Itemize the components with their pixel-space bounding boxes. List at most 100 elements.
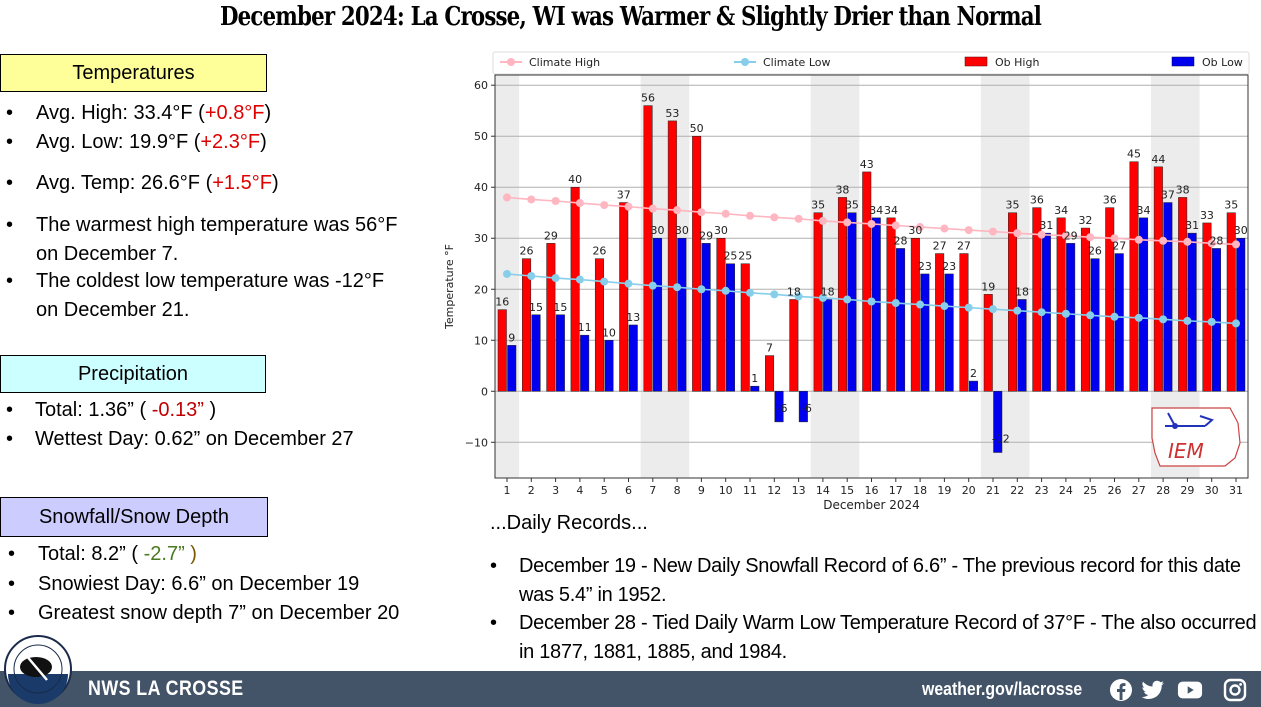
ob-high-data-label: 56	[641, 92, 655, 105]
climate-low-point	[1037, 308, 1046, 317]
twitter-icon[interactable]	[1140, 678, 1166, 702]
climate-low-point	[1183, 316, 1192, 325]
climate-high-point	[600, 201, 609, 210]
weather-vane-icon	[1167, 412, 1214, 427]
y-tick-label: 50	[474, 130, 488, 143]
ob-high-data-label: 38	[835, 183, 849, 196]
x-tick-label: 13	[792, 484, 806, 497]
bullet-icon: •	[6, 399, 14, 421]
x-tick-label: 5	[601, 484, 608, 497]
climate-low-point	[1232, 319, 1240, 328]
ob-high-bar	[1008, 212, 1018, 392]
bullet-icon: •	[8, 602, 16, 624]
ob-high-data-label: 18	[787, 285, 801, 298]
x-tick-label: 19	[937, 484, 951, 497]
ob-high-bar	[1202, 222, 1212, 392]
climate-low-point	[648, 281, 657, 290]
warmest-line1: The warmest high temperature was 56°F	[36, 214, 398, 236]
nws-logo	[4, 635, 72, 704]
climate-high-point	[551, 197, 560, 206]
ob-high-data-label: 19	[981, 280, 995, 293]
ob-low-data-label: 25	[723, 250, 737, 263]
ob-high-bar	[716, 237, 726, 392]
ob-low-bar	[920, 273, 930, 392]
climate-high-point	[1232, 240, 1240, 249]
ob-low-bar	[628, 324, 638, 392]
facebook-icon[interactable]	[1108, 678, 1134, 702]
ob-low-data-label: 28	[1209, 234, 1223, 247]
ob-high-data-label: 29	[544, 229, 558, 242]
climate-high-point	[916, 223, 925, 232]
youtube-icon[interactable]	[1177, 678, 1203, 702]
ob-high-bar	[1032, 207, 1042, 392]
climate-low-point	[721, 286, 730, 295]
records-heading: ...Daily Records...	[490, 512, 648, 534]
ob-high-bar	[594, 258, 604, 392]
ob-high-bar	[667, 120, 677, 392]
paren: )	[260, 131, 267, 153]
ob-high-bar	[1153, 166, 1163, 392]
ob-high-data-label: 7	[766, 342, 773, 355]
precip-total-delta: -0.13”	[151, 399, 204, 421]
climate-low-point	[697, 285, 706, 294]
climate-high-point	[1134, 235, 1143, 244]
climate-low-point	[673, 283, 682, 292]
ob-high-bar	[813, 212, 823, 392]
ob-high-data-label: 30	[714, 224, 728, 237]
paren: )	[264, 102, 272, 124]
chart-legend: Climate High Climate Low Ob High Ob Low	[492, 51, 1250, 75]
ob-high-bar	[740, 263, 750, 392]
ob-low-data-label: 28	[894, 234, 908, 247]
ob-low-bar	[823, 299, 833, 392]
bullet-icon: •	[6, 214, 14, 236]
climate-high-point	[794, 214, 803, 223]
climate-low-point	[867, 297, 876, 306]
ob-low-bar	[701, 243, 711, 392]
climate-low-point	[818, 293, 827, 302]
x-tick-label: 10	[719, 484, 733, 497]
ob-low-data-label: 23	[918, 260, 932, 273]
climate-low-point	[770, 290, 779, 299]
x-tick-label: 20	[962, 484, 976, 497]
ob-high-data-label: 27	[933, 240, 947, 253]
ob-high-data-label: 43	[860, 158, 874, 171]
x-axis-label: December 2024	[823, 498, 920, 512]
ob-high-bar	[910, 237, 920, 392]
ob-high-data-label: 50	[690, 122, 704, 135]
legend-label: Ob Low	[1202, 56, 1243, 69]
climate-high-point	[721, 209, 730, 218]
ob-high-data-label: 35	[1224, 199, 1238, 212]
legend-ob-high: Ob High	[964, 56, 1039, 69]
ob-low-bar	[1236, 237, 1246, 392]
climate-low-point	[1061, 309, 1070, 318]
lightning-icon	[24, 653, 48, 681]
climate-low-point	[1159, 315, 1168, 324]
ob-low-data-label: 30	[651, 224, 665, 237]
climate-low-point	[1086, 311, 1095, 320]
ob-low-data-label: 18	[821, 285, 835, 298]
iem-logo: IEM	[1151, 407, 1241, 467]
instagram-icon[interactable]	[1222, 678, 1248, 702]
ob-low-data-label: 9	[508, 331, 515, 344]
x-tick-label: 12	[767, 484, 781, 497]
ob-high-data-label: 34	[884, 204, 898, 217]
ob-low-data-label: 31	[1185, 219, 1199, 232]
climate-low-point	[600, 277, 609, 286]
climate-high-point	[818, 216, 827, 225]
footer-office-name: NWS LA CROSSE	[88, 677, 244, 700]
snowfall-heading: Snowfall/Snow Depth	[0, 497, 268, 537]
ob-low-bar	[725, 263, 735, 392]
bullet-icon: •	[8, 543, 16, 565]
weekend-shading	[980, 75, 1030, 478]
ob-high-data-label: 36	[1030, 194, 1044, 207]
ob-low-data-label: 26	[1088, 245, 1102, 258]
ob-high-swatch-icon	[964, 56, 988, 67]
precip-total-label: Total: 1.36” (	[35, 399, 152, 421]
ob-high-bar	[765, 355, 775, 392]
x-tick-label: 21	[986, 484, 1000, 497]
precipitation-heading: Precipitation	[0, 355, 266, 393]
website-link[interactable]: weather.gov/lacrosse	[922, 679, 1083, 699]
ob-high-data-label: 37	[617, 189, 631, 202]
paren: )	[271, 172, 279, 194]
ob-high-data-label: 45	[1127, 148, 1141, 161]
